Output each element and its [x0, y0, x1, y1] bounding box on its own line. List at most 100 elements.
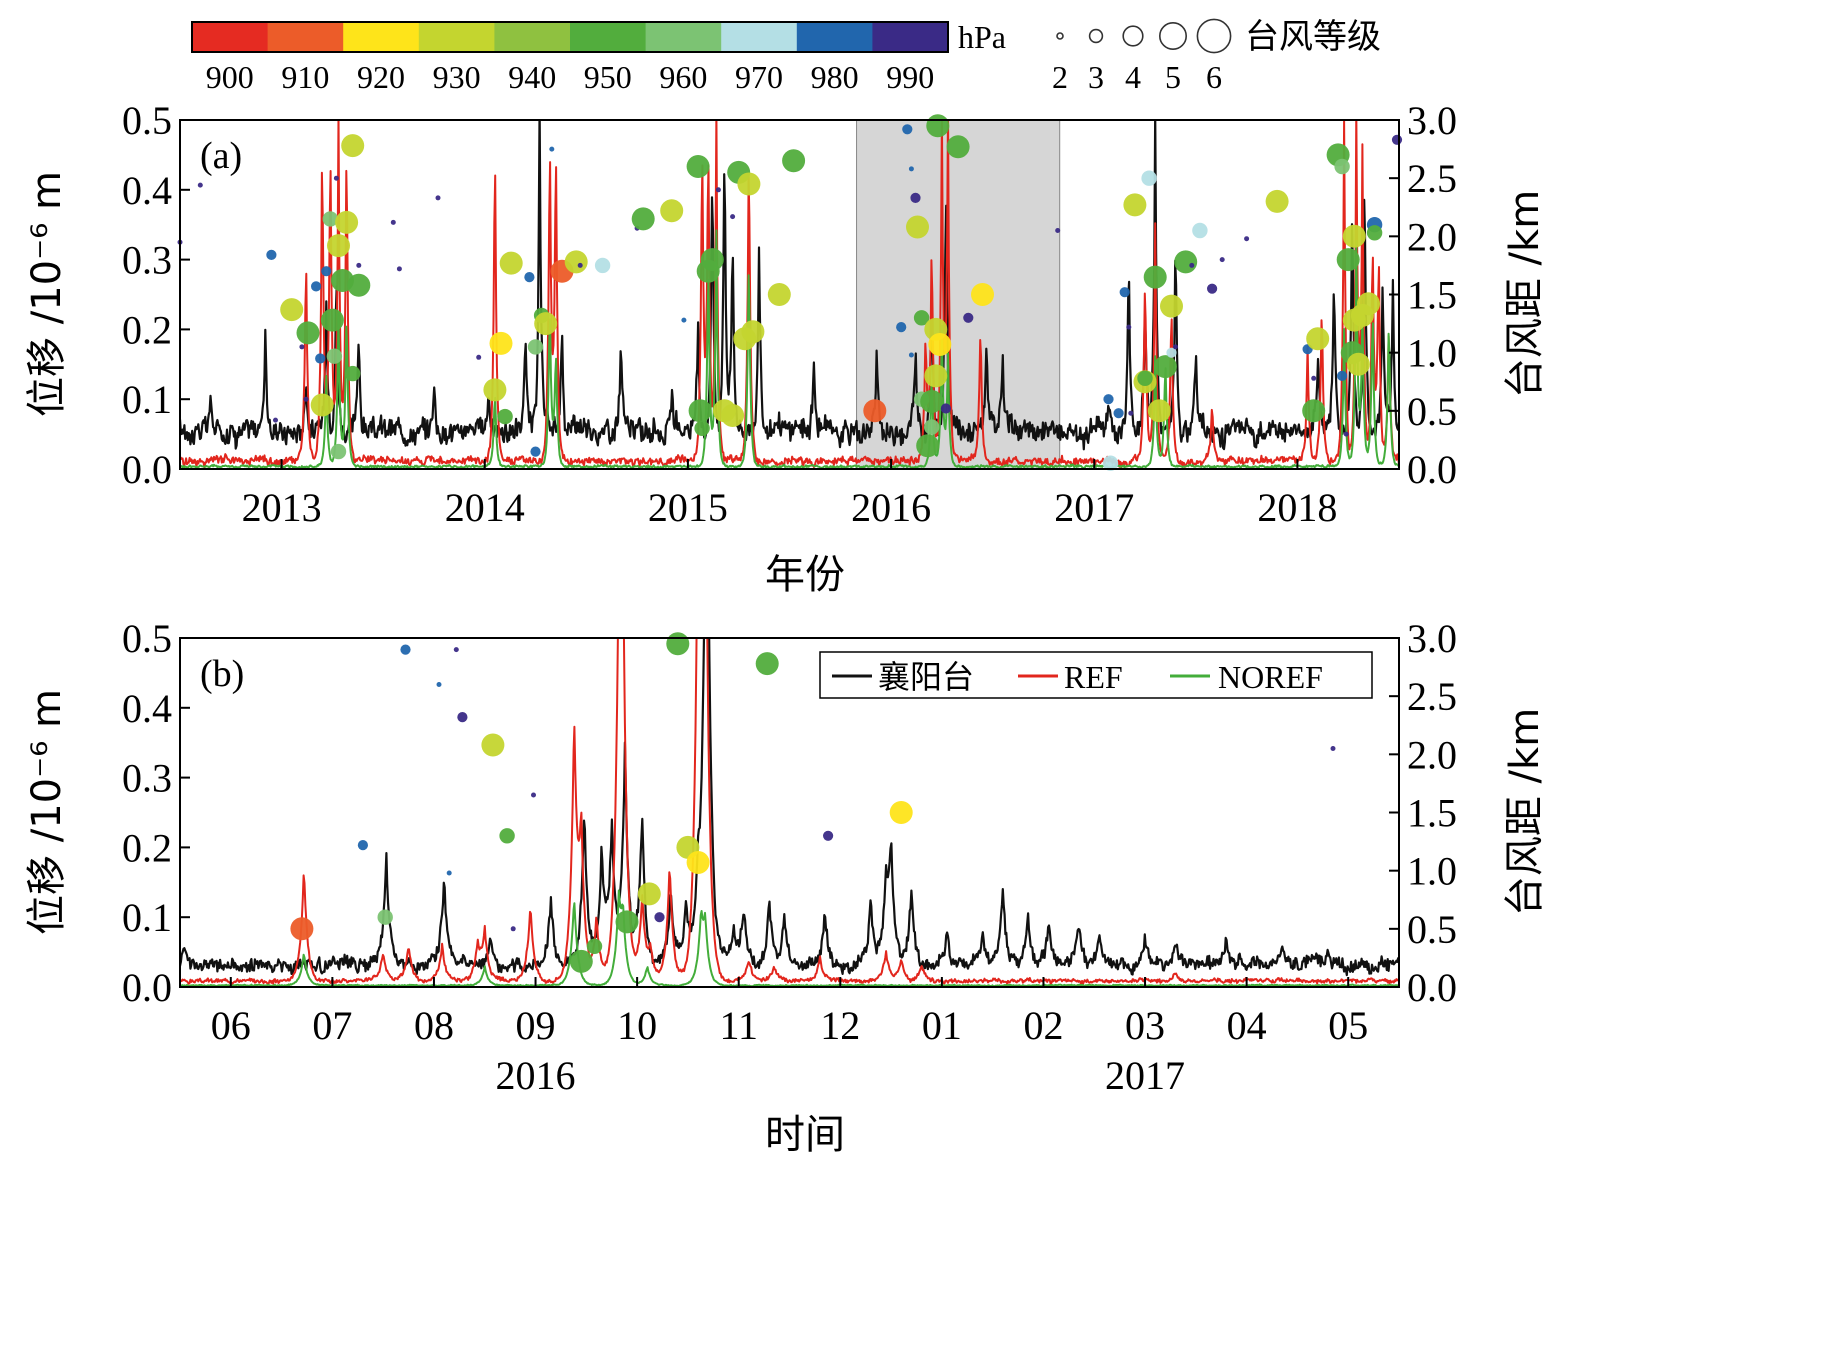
typhoon-marker — [296, 321, 320, 345]
ytick-label-0.4: 0.4 — [122, 168, 172, 213]
panel-a: 0.0 0.1 0.2 0.3 0.4 0.5 0.0 0.5 1.0 1.5 2.0 2.5 3.0 2… — [24, 98, 1548, 598]
typhoon-marker — [531, 792, 536, 798]
colorbar-swatch-990 — [872, 22, 949, 52]
typhoon-marker — [330, 443, 347, 460]
typhoon-marker — [320, 308, 344, 332]
colorbar-swatch-930 — [418, 22, 495, 52]
typhoon-marker — [1306, 327, 1330, 351]
typhoon-marker — [737, 172, 761, 196]
typhoon-marker — [631, 207, 655, 231]
typhoon-marker — [400, 644, 411, 655]
typhoon-marker — [908, 166, 914, 172]
colorbar-tick-990: 990 — [886, 59, 934, 95]
ytick-label-0.2: 0.2 — [122, 825, 172, 870]
typhoon-marker — [1334, 158, 1350, 175]
typhoon-marker — [327, 234, 350, 258]
typhoon-marker — [527, 339, 544, 355]
typhoon-marker — [377, 909, 393, 925]
typhoon-marker — [902, 124, 913, 135]
typhoon-marker — [906, 215, 929, 239]
ytick-label-0.3: 0.3 — [122, 756, 172, 801]
typhoon-marker — [1119, 287, 1130, 298]
typhoon-marker — [1126, 324, 1132, 330]
colorbar-swatch-920 — [343, 22, 420, 52]
typhoon-marker — [577, 262, 583, 268]
ytick-right-label-3.0: 3.0 — [1407, 616, 1457, 661]
year-label-2017: 2017 — [1105, 1053, 1185, 1098]
typhoon-marker — [1219, 257, 1225, 263]
typhoon-marker — [333, 175, 339, 181]
typhoon-marker — [1141, 170, 1157, 186]
typhoon-marker — [457, 712, 468, 723]
ytick-label-0.1: 0.1 — [122, 377, 172, 422]
typhoon-marker — [908, 352, 914, 358]
colorbar-tick-970: 970 — [735, 59, 783, 95]
typhoon-marker — [489, 331, 513, 355]
typhoon-marker — [715, 187, 721, 193]
pressure-colorbar: 900 910 920 930 940 950 960 970 980 990 — [191, 21, 949, 95]
typhoon-marker — [299, 344, 305, 350]
xtick-label-06: 06 — [211, 1003, 251, 1048]
typhoon-marker — [755, 652, 779, 676]
typhoon-marker — [335, 210, 359, 234]
xtick-label-12: 12 — [820, 1003, 860, 1048]
typhoon-marker — [700, 248, 724, 272]
colorbar-tick-950: 950 — [584, 59, 632, 95]
typhoon-marker — [688, 399, 712, 423]
typhoon-marker — [499, 828, 515, 844]
typhoon-marker — [730, 214, 736, 220]
colorbar-swatch-950 — [570, 22, 647, 52]
typhoon-markers-a — [177, 114, 1403, 471]
typhoon-marker — [1147, 399, 1171, 423]
colorbar-swatch-940 — [494, 22, 571, 52]
ytick-label-0.2: 0.2 — [122, 307, 172, 352]
typhoon-marker — [1055, 228, 1061, 233]
ylabel-a: 位移 /10⁻⁶ m — [24, 171, 70, 417]
colorbar-tick-940: 940 — [508, 59, 556, 95]
series-line-ref-a — [180, 120, 1399, 469]
colorbar-tick-910: 910 — [281, 59, 329, 95]
typhoon-marker — [1153, 355, 1177, 379]
grade-label-6: 6 — [1206, 59, 1222, 95]
typhoon-marker — [823, 830, 834, 841]
typhoon-marker — [1137, 370, 1153, 386]
typhoon-marker — [1128, 410, 1134, 416]
ytick-right-label-3.0: 3.0 — [1407, 98, 1457, 143]
xlabel-b: 时间 — [765, 1112, 845, 1158]
series-line-ref-b — [180, 638, 1399, 986]
xtick-label-02: 02 — [1023, 1003, 1063, 1048]
typhoon-marker — [926, 114, 950, 138]
typhoon-marker — [767, 283, 791, 306]
ticks-b: 0.0 0.1 0.2 0.3 0.4 0.5 0.0 0.5 1.0 1.5 2.0 2.5 3.0 0… — [122, 616, 1457, 1098]
typhoon-marker — [1342, 224, 1366, 248]
typhoon-marker — [963, 312, 974, 323]
xtick-label-07: 07 — [312, 1003, 352, 1048]
typhoon-marker — [1166, 347, 1177, 358]
typhoon-marker — [1189, 262, 1195, 268]
typhoon-marker — [483, 378, 507, 402]
ytick-right-label-1.5: 1.5 — [1407, 273, 1457, 318]
typhoon-marker — [510, 926, 516, 932]
typhoon-marker — [1330, 746, 1336, 751]
panel-label-a: (a) — [200, 135, 242, 177]
ytick-label-0.0: 0.0 — [122, 447, 172, 492]
typhoon-marker — [1143, 265, 1167, 289]
colorbar-swatch-980 — [796, 22, 873, 52]
ytick-label-0.1: 0.1 — [122, 895, 172, 940]
typhoon-marker — [310, 393, 334, 417]
xtick-label-03: 03 — [1125, 1003, 1165, 1048]
typhoon-marker — [971, 283, 994, 306]
ytick-label-0.5: 0.5 — [122, 98, 172, 143]
legend-label-noref: NOREF — [1218, 659, 1323, 695]
xtick-label-2015: 2015 — [648, 485, 728, 530]
typhoon-marker — [481, 733, 505, 757]
typhoon-marker — [357, 840, 368, 851]
typhoon-marker — [1366, 225, 1383, 241]
typhoon-marker — [1311, 375, 1317, 381]
colorbar-tick-920: 920 — [357, 59, 405, 95]
typhoon-marker — [435, 195, 441, 201]
typhoon-marker — [390, 219, 396, 225]
typhoon-marker — [1160, 294, 1183, 318]
typhoon-marker — [1337, 370, 1348, 381]
